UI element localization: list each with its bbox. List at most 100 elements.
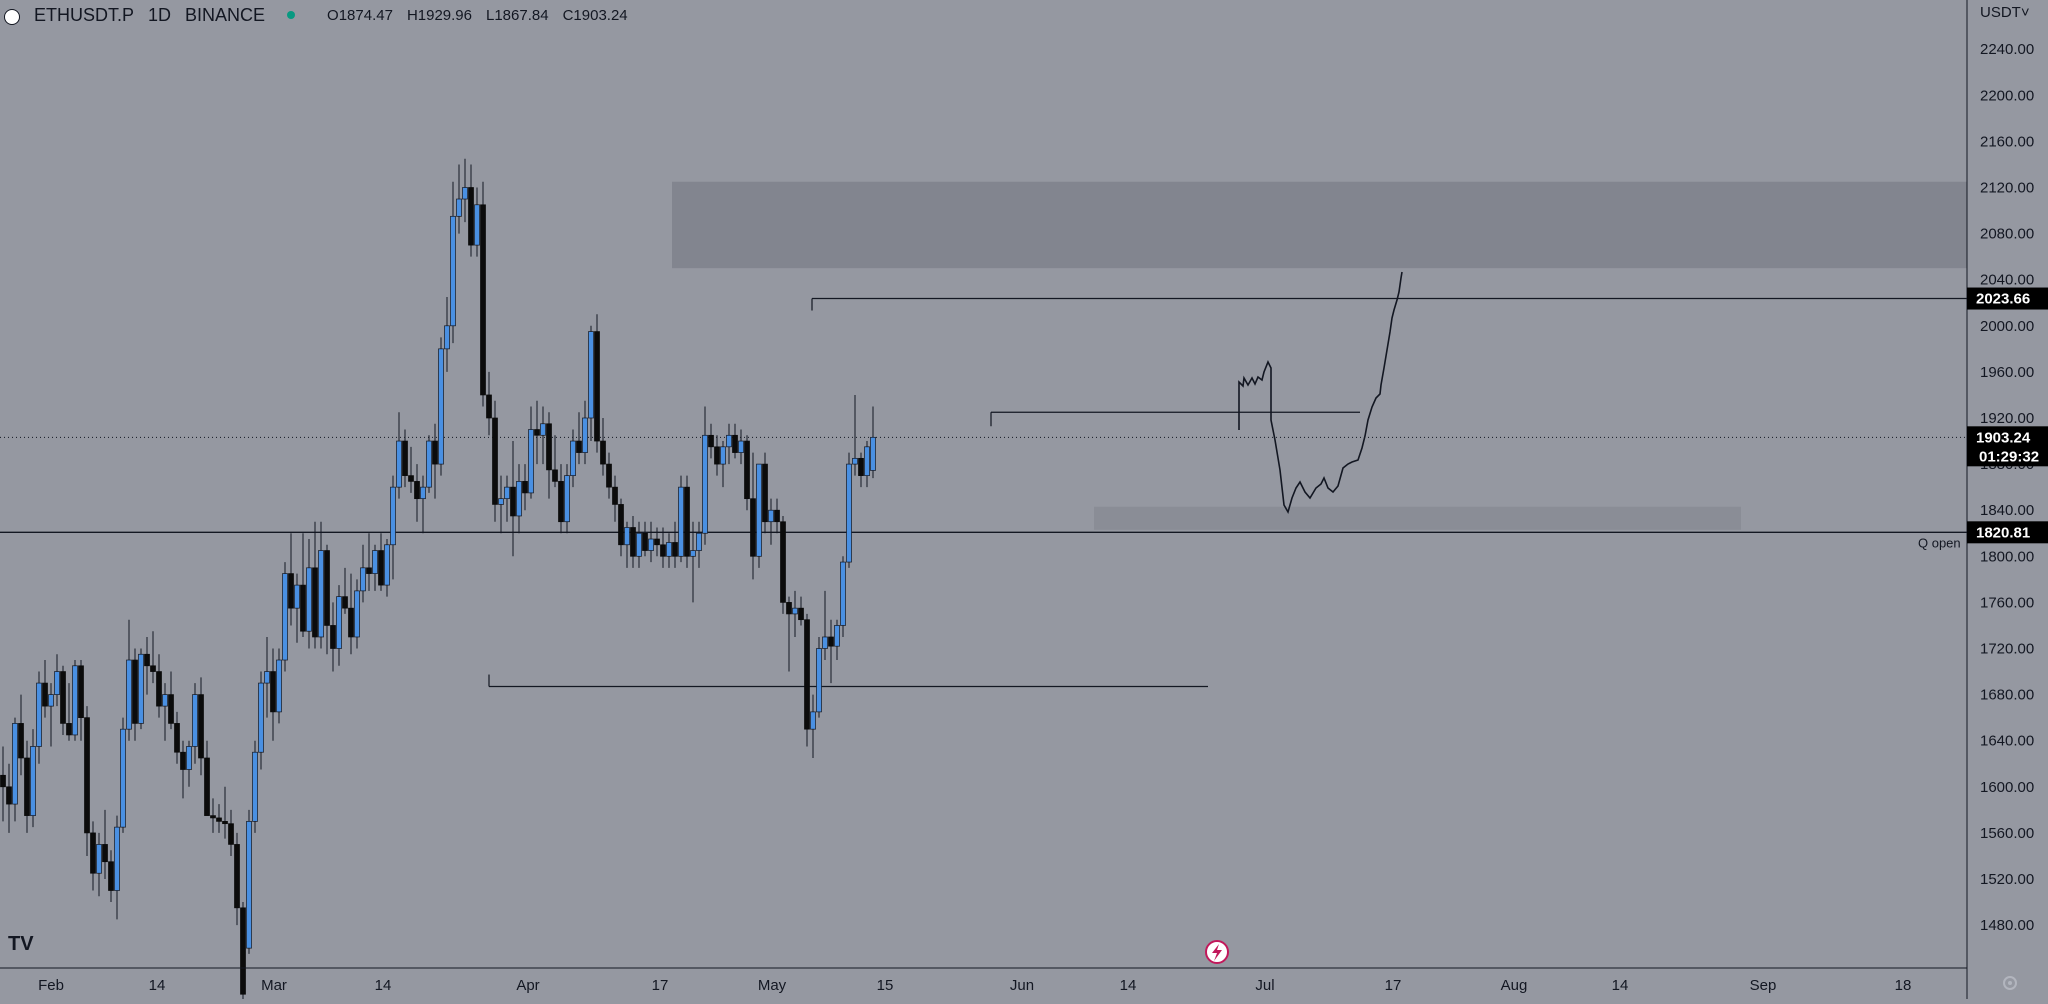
candle-body [420,486,426,500]
candle-body [360,567,366,592]
time-tick-label: Jul [1255,977,1274,994]
candle [426,435,432,493]
candle [456,164,462,234]
candle [0,746,6,822]
candle-body [270,671,276,713]
candle [24,740,30,833]
price-tick-label: 1520.00 [1980,871,2034,888]
symbol-name[interactable]: ETHUSDT.P [34,4,135,25]
candle [564,464,570,534]
candle-body [114,826,120,891]
candle [684,475,690,568]
candle-body [492,417,498,505]
candle [450,181,456,344]
candle-body [750,498,756,557]
candle [384,539,390,597]
candle-body [36,682,42,747]
price-tick-label: 2080.00 [1980,226,2034,243]
candle-body [504,486,510,500]
candle-body [486,394,492,419]
candle [90,821,96,891]
supply-zone [672,181,1967,269]
candle-body [276,659,282,713]
currency-label[interactable]: USDT˅ [1980,4,2030,21]
candle-body [510,486,516,517]
time-axis[interactable]: Feb 14 Mar 14 Apr 17 May 15 Jun 14 Jul 17 Aug 14 Sep 18 [0,967,1967,994]
candle [18,694,24,776]
candle [150,631,156,684]
candle-body [870,436,876,471]
candle [48,683,54,747]
candle [504,475,510,522]
candle [636,521,642,568]
candle-body [144,653,150,667]
candle [750,452,756,580]
candle-body [612,486,618,505]
candle-body [252,751,258,822]
candle-body [108,861,114,891]
q-open-price-tag[interactable]: 1820.81 [1967,521,2048,544]
candle-body [318,550,324,638]
countdown-text: 01:29:32 [1979,448,2039,465]
candle-body [804,619,810,730]
target-price-tag-bg [1967,287,2048,310]
ohlc-low: L1867.84 [486,6,549,24]
time-tick-label: 14 [149,977,166,994]
candle-body [234,844,240,909]
candle-body [642,532,648,551]
candle [852,394,858,476]
candle-body [858,457,864,476]
candle-body [630,527,636,557]
candle [804,613,810,747]
candle-body [366,567,372,574]
candle [840,556,846,637]
candle [624,521,630,568]
candle-body [42,682,48,707]
candle-body [618,504,624,546]
logo-text: TV [8,933,34,955]
candle [12,717,18,822]
q-open-price-tag-bg [1967,521,2048,544]
candle-body [156,671,162,707]
target-price-tag[interactable]: 2023.66 [1967,287,2048,310]
candle [552,435,558,488]
candle [210,798,216,833]
lightning-icon[interactable] [1205,940,1229,964]
time-tick-label: Feb [38,977,64,994]
candle-body [792,607,798,615]
price-tick-label: 1920.00 [1980,410,2034,427]
candle-body [228,823,234,845]
candle-body [216,817,222,822]
candle-body [816,648,822,713]
candle-body [402,440,408,476]
candle [306,539,312,649]
candle [690,521,696,603]
symbol-logo-icon[interactable] [4,9,20,25]
settings-icon[interactable] [2003,976,2017,990]
candle-body [18,723,24,759]
candle [606,452,612,499]
current-price-tag[interactable]: 1903.24 01:29:32 [1967,426,2048,467]
interval-label[interactable]: 1D [148,4,172,25]
candle [726,423,732,465]
tradingview-logo[interactable]: TV [6,933,42,955]
candle-body [522,481,528,494]
candle [120,717,126,833]
time-tick-label: Mar [261,977,287,994]
candle [312,521,318,649]
candle-body [6,786,12,805]
candle-body [384,544,390,586]
candle [84,706,90,856]
candle-body [828,636,834,647]
candle-body [426,440,432,488]
price-axis[interactable]: USDT˅ 2240.00 2200.00 2160.00 2120.00 2080.00… [1966,0,2048,999]
candle [654,527,660,557]
candle [336,585,342,666]
candle [54,654,60,707]
candle [576,412,582,465]
candle [378,533,384,591]
candle-body [810,711,816,730]
candle-body [564,475,570,523]
